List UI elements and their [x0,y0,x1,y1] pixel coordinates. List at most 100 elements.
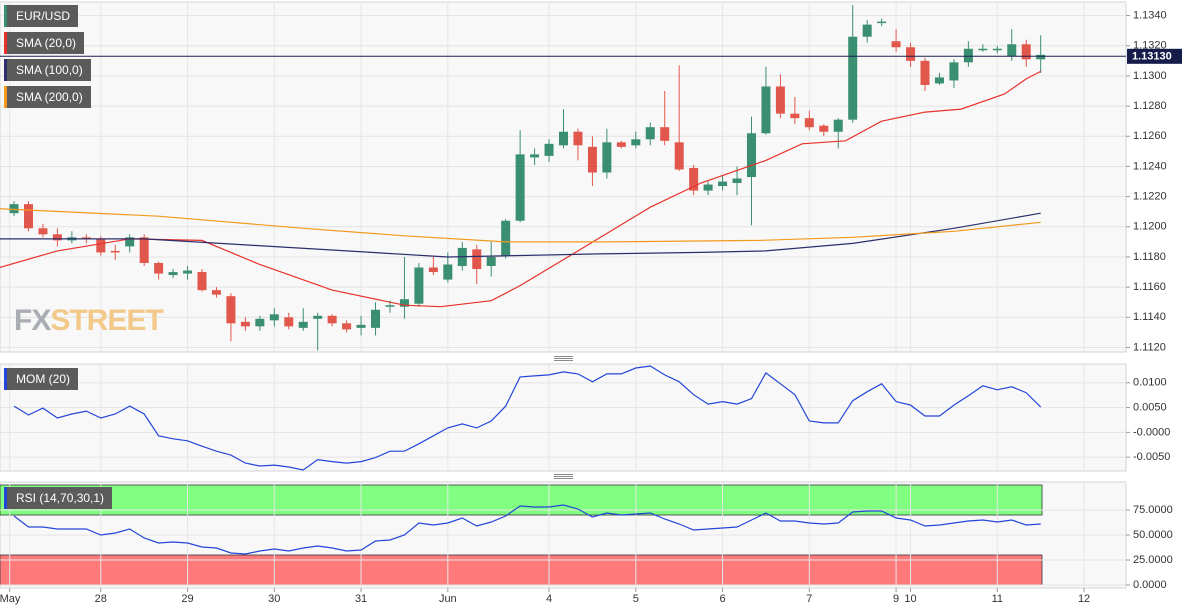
candle-body [226,296,236,324]
candle-body [255,318,265,327]
y-tick-label: 1.1220 [1133,191,1167,203]
legend: EUR/USD SMA (20,0) SMA (100,0) SMA (200,0) [4,5,91,108]
candle-body [732,178,742,184]
candle-body [515,154,525,221]
last-price-label: 1.13130 [1132,51,1172,63]
candle-body [790,113,800,119]
candle-body [183,270,193,274]
candle-body [949,62,959,81]
legend: RSI (14,70,30,1) [4,487,113,509]
candle-body [371,309,381,328]
x-tick-label: 9 [893,593,899,605]
legend-item: SMA (20,0) [4,32,85,54]
candle-body [96,238,106,253]
candle-body [775,86,785,114]
candle-body [804,118,814,128]
y-tick-label: 25.0000 [1133,554,1173,566]
y-tick-label: 0.0050 [1133,401,1167,413]
legend-item: MOM (20) [4,368,78,390]
candle-body [284,317,294,327]
candle-body [602,142,612,173]
y-tick-label: 1.1260 [1133,130,1167,142]
x-tick-label: 31 [355,593,367,605]
candle-body [9,204,19,214]
x-tick-label: 10 [904,593,916,605]
candle-body [631,139,641,146]
candle-body [211,290,221,295]
x-tick-label: 12 [1078,593,1090,605]
panel-grip [554,356,573,361]
x-tick-label: 28 [95,593,107,605]
candle-body [486,256,496,267]
x-tick-label: 6 [720,593,726,605]
x-tick-label: 30 [268,593,280,605]
last-price-box [1127,48,1182,64]
candle-body [891,41,901,48]
y-tick-label: 1.1200 [1133,221,1167,233]
candle-body [125,237,135,247]
candle-body [399,299,409,307]
candle-body [848,36,858,120]
y-tick-label: 0.0000 [1133,579,1167,591]
x-tick-label: 5 [633,593,639,605]
line-series [0,212,1041,258]
candle-body [718,181,728,187]
candle-body [992,48,1002,51]
candle-body [1007,44,1017,57]
y-tick-label: 1.1180 [1133,251,1166,263]
candle-body [645,127,655,140]
candle-body [877,21,887,24]
y-tick-label: 50.0000 [1133,529,1173,541]
candle-body [81,237,91,239]
candle-body [906,47,916,61]
legend: MOM (20) [4,368,78,390]
x-tick-label: 4 [546,593,552,605]
x-tick-label: Jun [439,593,457,605]
y-tick-label: 1.1340 [1133,9,1167,21]
candle-body [472,249,482,270]
candle-body [197,272,207,291]
plot-background [0,363,1127,472]
legend-item: SMA (200,0) [4,86,91,108]
legend-item: EUR/USD [4,5,79,27]
candle-body [356,324,366,328]
watermark-part: STREET [50,304,163,337]
y-tick-label: 1.1240 [1133,160,1167,172]
candle-body [23,204,33,229]
candle-body [269,314,279,321]
candle-body [934,77,944,84]
candle-body [587,146,597,173]
plot-background [0,1,1127,353]
candle-body [963,48,973,63]
legend-item: SMA (100,0) [4,59,91,81]
candle-body [544,143,554,156]
y-tick-label: 1.1160 [1133,281,1166,293]
panel-grip [554,474,573,479]
line-series [13,365,1042,471]
y-tick-label: 0.0100 [1133,377,1167,389]
line-series [13,504,1041,555]
y-tick-label: 1.1300 [1133,70,1167,82]
x-tick-label: May [0,593,21,605]
x-tick-label: 11 [992,593,1003,605]
y-tick-label: 1.1120 [1133,341,1166,353]
candle-body [530,154,540,158]
candle-body [313,315,323,319]
candle-body [573,131,583,146]
candle-body [52,234,62,241]
candle-body [342,323,352,330]
y-tick-label: 75.0000 [1133,504,1173,516]
candle-body [559,131,569,146]
candle-body [1021,44,1031,60]
candle-body [660,127,670,141]
candle-body [240,321,250,327]
candle-body [862,24,872,37]
candle-body [327,315,337,324]
candle-body [154,262,164,274]
candle-body [616,142,626,147]
candle-body [110,250,120,253]
candle-body [978,48,988,51]
candle-body [761,86,771,134]
candle-body [385,305,395,307]
